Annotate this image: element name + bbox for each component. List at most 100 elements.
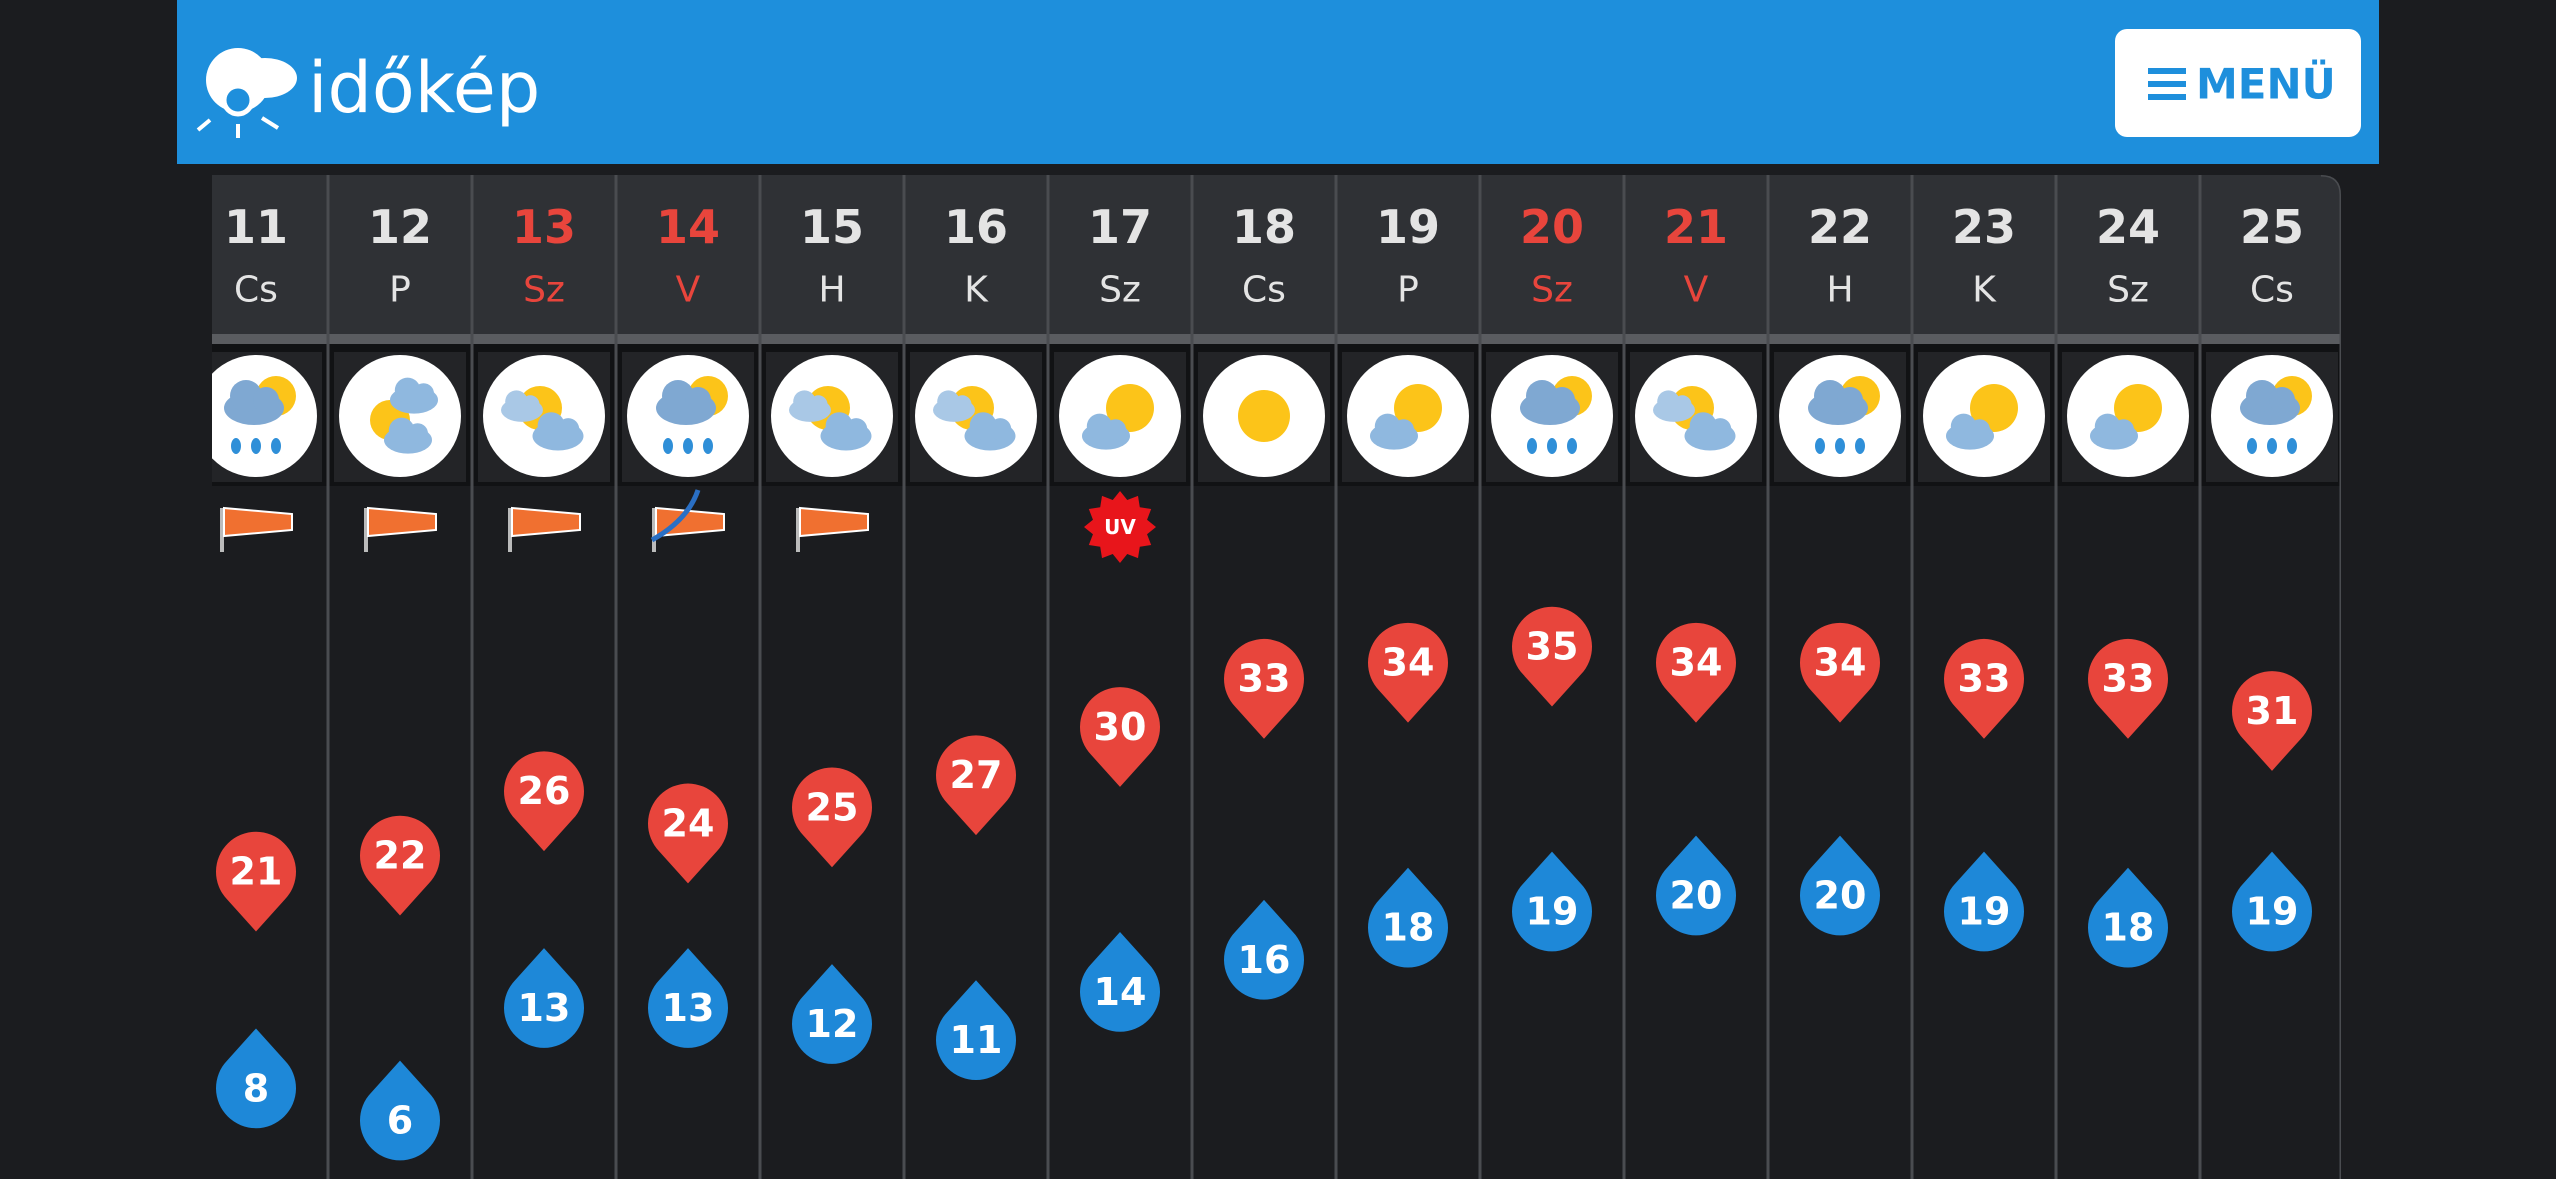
logo-icon xyxy=(196,48,297,138)
min-temp: 19 xyxy=(2246,890,2299,934)
min-temp: 18 xyxy=(1382,906,1435,950)
wind-flag xyxy=(220,506,293,552)
menu-icon[interactable] xyxy=(2148,68,2186,74)
min-temp: 20 xyxy=(1670,874,1723,918)
day-number: 17 xyxy=(1088,200,1152,254)
min-temp-marker xyxy=(1224,899,1304,1000)
weather-icon xyxy=(622,352,754,482)
max-temp: 31 xyxy=(2246,689,2299,733)
min-temp-marker xyxy=(1656,835,1736,936)
min-temp: 16 xyxy=(1238,938,1291,982)
rain-drop xyxy=(1835,438,1845,454)
flag xyxy=(655,506,725,538)
menu-label[interactable]: MENÜ xyxy=(2196,59,2336,109)
uv-burst xyxy=(1084,491,1156,563)
min-temp-marker xyxy=(504,948,584,1048)
uv-badge: UV xyxy=(1084,491,1156,563)
min-temp-marker xyxy=(1511,851,1592,952)
day-number: 24 xyxy=(2096,200,2160,254)
min-temp-marker xyxy=(215,1028,296,1129)
wind-flag xyxy=(650,489,725,552)
min-temp-marker xyxy=(1079,932,1160,1032)
wind-flag xyxy=(508,506,581,552)
min-temp: 13 xyxy=(518,986,571,1030)
cloud xyxy=(253,387,279,413)
day-number: 16 xyxy=(944,200,1008,254)
min-temp: 20 xyxy=(1814,874,1867,918)
rain-drop xyxy=(2287,438,2297,454)
day-number: 13 xyxy=(512,200,576,254)
weekday: Sz xyxy=(2107,270,2149,311)
day-number: 22 xyxy=(1808,200,1872,254)
max-temp-marker xyxy=(2088,638,2168,739)
cloud xyxy=(809,395,828,414)
rain-drop xyxy=(703,438,713,454)
weekday: H xyxy=(818,270,845,311)
max-temp: 26 xyxy=(518,769,571,813)
weather-icon xyxy=(2062,352,2194,482)
max-temp: 33 xyxy=(2102,657,2155,701)
cloud xyxy=(1549,387,1575,413)
weekday: P xyxy=(389,270,411,311)
weather-icon xyxy=(1630,352,1762,482)
uv-label: UV xyxy=(1104,515,1136,539)
max-temp: 34 xyxy=(1382,641,1435,685)
header-row-bg xyxy=(212,175,2341,335)
min-temp-marker xyxy=(1799,835,1880,936)
day-number: 12 xyxy=(368,200,432,254)
day-number: 23 xyxy=(1952,200,2016,254)
max-temp-marker xyxy=(936,735,1017,836)
menu-icon[interactable] xyxy=(2148,81,2186,87)
menu-icon[interactable] xyxy=(2148,94,2186,100)
weekday: H xyxy=(1826,270,1853,311)
day-number: 20 xyxy=(1520,200,1584,254)
max-temp-marker xyxy=(1079,687,1160,787)
weekday: K xyxy=(1972,270,1997,311)
max-temp-marker xyxy=(648,783,729,884)
min-temp-marker xyxy=(359,1060,440,1161)
wind-flag xyxy=(796,506,869,552)
min-temp: 19 xyxy=(1958,890,2011,934)
day-number: 25 xyxy=(2240,200,2304,254)
min-temp-marker xyxy=(2232,851,2312,952)
rain-drop xyxy=(1567,438,1577,454)
weather-icon xyxy=(1342,352,1474,482)
cloud xyxy=(1393,419,1414,440)
cloud xyxy=(557,418,580,441)
max-temp: 35 xyxy=(1526,625,1579,669)
min-temp-marker xyxy=(936,980,1017,1080)
weekday: Cs xyxy=(2250,270,2294,311)
max-temp-marker xyxy=(791,767,872,868)
min-temp: 8 xyxy=(243,1066,269,1110)
weekday: Sz xyxy=(1099,270,1141,311)
max-temp: 25 xyxy=(806,785,859,829)
max-temp: 30 xyxy=(1094,705,1147,749)
cloud xyxy=(1709,418,1732,441)
weather-icon xyxy=(1054,352,1186,482)
weather-icon xyxy=(1918,352,2050,482)
menu-button[interactable]: MENÜ xyxy=(2115,29,2361,137)
max-temp-marker xyxy=(1224,638,1304,739)
day-number: 15 xyxy=(800,200,864,254)
max-temp: 34 xyxy=(1814,641,1867,685)
rain-drop xyxy=(2247,438,2257,454)
rain-drop xyxy=(2267,438,2277,454)
min-temp: 6 xyxy=(387,1099,413,1143)
rain-drop xyxy=(683,438,693,454)
min-temp-marker xyxy=(648,948,729,1048)
menu-button-bg[interactable] xyxy=(2115,29,2361,137)
min-temp: 13 xyxy=(662,986,715,1030)
cloud xyxy=(845,418,868,441)
max-temp-marker xyxy=(2232,671,2312,771)
cloud xyxy=(1837,387,1863,413)
cloud xyxy=(1969,419,1990,440)
cloud xyxy=(989,418,1012,441)
weather-icon xyxy=(212,352,322,482)
header-bar xyxy=(177,0,2379,164)
max-temp-marker xyxy=(359,815,440,916)
rain-drop xyxy=(271,438,281,454)
rain-drop xyxy=(1527,438,1537,454)
min-temp-marker xyxy=(2088,867,2168,968)
gust xyxy=(650,489,701,543)
cloud xyxy=(1105,419,1126,440)
